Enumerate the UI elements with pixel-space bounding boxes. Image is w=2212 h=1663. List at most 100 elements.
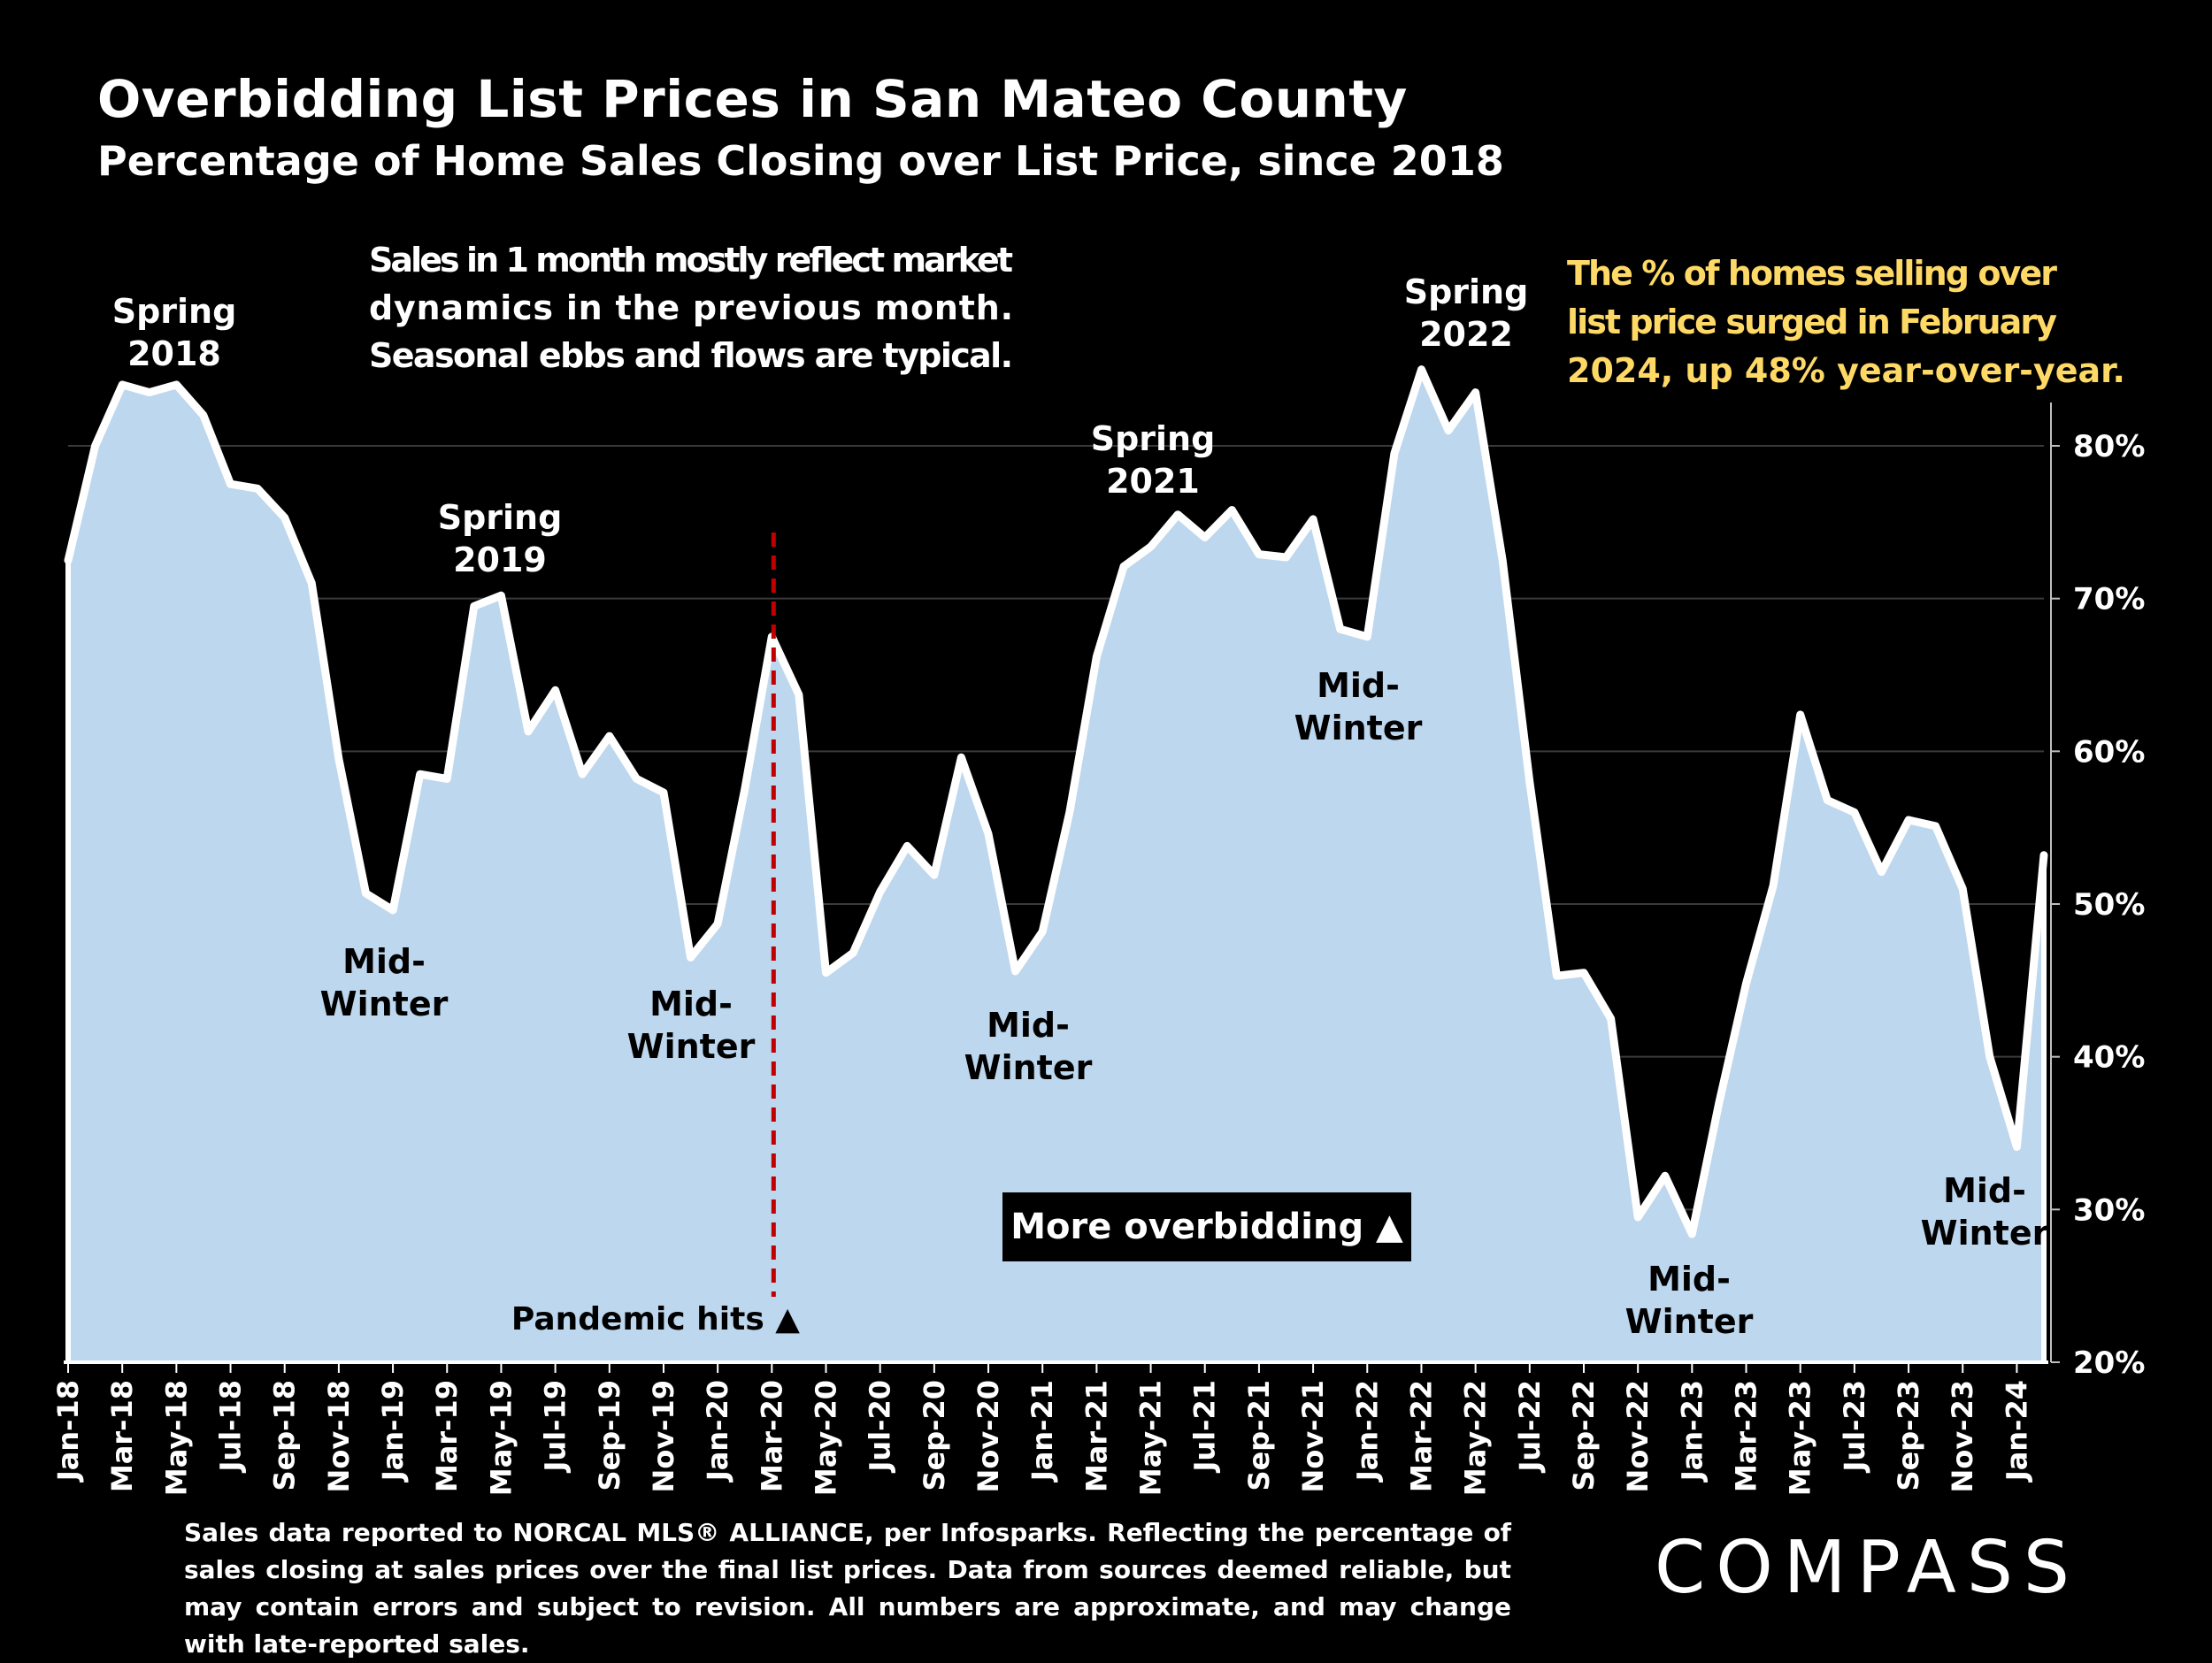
annotation-line: Mid-	[1317, 666, 1400, 705]
annotation-line: Winter	[320, 985, 449, 1023]
x-tick-label: Jul-20	[864, 1380, 897, 1473]
x-tick-label: Jan-19	[376, 1380, 410, 1483]
x-tick-label: Jan-22	[1350, 1380, 1384, 1483]
more-overbidding-label: More overbidding ▲	[1010, 1207, 1403, 1247]
x-tick-label: Sep-23	[1892, 1380, 1925, 1491]
annotation-line: 2018	[127, 334, 221, 373]
annotation-line: Mid-	[987, 1006, 1070, 1045]
x-tick-label: Jan-23	[1675, 1380, 1709, 1483]
y-tick-label: 70%	[2073, 582, 2145, 617]
pandemic-label: Pandemic hits ▲	[511, 1301, 800, 1337]
x-tick-label: Jan-20	[701, 1380, 734, 1483]
y-tick-label: 20%	[2073, 1345, 2145, 1381]
label-mid-winter-2021: Mid-Winter	[964, 1006, 1093, 1087]
x-tick-label: Mar-19	[430, 1380, 464, 1492]
y-tick-label: 40%	[2073, 1040, 2145, 1076]
chart-subtitle: Percentage of Home Sales Closing over Li…	[97, 137, 1504, 185]
note-line: Seasonal ebbs and flows are typical.	[369, 336, 1013, 375]
x-tick-label: Nov-20	[972, 1380, 1005, 1492]
x-tick-label: Mar-20	[755, 1380, 788, 1492]
annotation-line: Updated through	[1675, 470, 1965, 505]
label-mid-winter-2019: Mid- Winter	[320, 942, 449, 1023]
x-tick-label: Sep-22	[1567, 1380, 1601, 1491]
axis-ticks: 20% 30% 40% 50% 60% 70% 80% Jan-18 Mar-18 May-18 J…	[51, 402, 2145, 1496]
annotation-line: Spring	[112, 292, 237, 331]
series-line	[64, 365, 2048, 1238]
highlight-line: The % of homes selling over	[1567, 254, 2057, 293]
x-tick-label: May-23	[1784, 1380, 1817, 1496]
label-mid-winter-2023: Mid-Winter	[1625, 1260, 1754, 1341]
highlight-line: 2024, up 48% year-over-year.	[1567, 351, 2125, 390]
annotation-line: February 2024	[1697, 510, 1944, 546]
x-tick-label: Nov-22	[1621, 1380, 1655, 1492]
compass-logo: COMPASS	[1655, 1526, 2080, 1610]
label-mid-winter-2022: Mid- Winter	[1294, 666, 1423, 747]
x-tick-label: Sep-19	[593, 1380, 626, 1491]
x-tick-label: May-18	[159, 1380, 193, 1496]
label-may-2023: May 2023	[1749, 610, 1843, 692]
annotations: Spring2018Spring2019Spring2021Spring2022…	[112, 241, 2125, 1341]
x-tick-label: Mar-18	[105, 1380, 139, 1492]
annotation-line: Winter	[627, 1027, 756, 1066]
x-tick-label: Nov-23	[1946, 1380, 1979, 1492]
label-spring-2022: Spring 2022	[1404, 272, 1529, 354]
x-tick-label: Jul-18	[214, 1380, 248, 1473]
annotation-line: Spring	[438, 498, 563, 537]
x-tick-label: Sep-21	[1242, 1380, 1276, 1491]
annotation-line: Mid-	[1943, 1171, 2026, 1210]
x-tick-label: Sep-18	[268, 1380, 302, 1491]
label-mid-winter-2024: Mid- Winter	[1921, 1171, 2049, 1253]
annotation-line: Fall	[937, 661, 1003, 700]
x-tick-label: Jul-19	[539, 1380, 572, 1473]
x-tick-label: May-19	[484, 1380, 518, 1496]
note-line: dynamics in the previous month.	[369, 288, 1013, 327]
x-tick-label: Jul-21	[1188, 1380, 1222, 1473]
x-tick-label: Jul-22	[1513, 1380, 1547, 1473]
x-tick-label: Mar-23	[1730, 1380, 1763, 1492]
annotation-line: 2020	[924, 703, 1018, 742]
x-tick-label: May-20	[809, 1380, 842, 1496]
x-tick-label: Mar-21	[1079, 1380, 1113, 1492]
annotation-line: Spring	[1091, 419, 1216, 458]
annotation-line: 2019	[453, 540, 547, 579]
area-fill	[68, 369, 2044, 1363]
x-tick-label: Sep-20	[918, 1380, 951, 1491]
x-tick-label: Jan-21	[1025, 1380, 1059, 1483]
area-chart: 20% 30% 40% 50% 60% 70% 80% Jan-18 Mar-18 May-18 J…	[51, 241, 2145, 1496]
annotation-line: Mid-	[649, 985, 733, 1023]
annotation-line: May	[1757, 610, 1834, 649]
chart-title: Overbidding List Prices in San Mateo Cou…	[97, 69, 1408, 129]
note-line: Sales in 1 month mostly reflect market	[369, 241, 1013, 280]
annotation-line: Winter	[964, 1048, 1093, 1087]
annotation-line: 2022	[1419, 315, 1513, 354]
y-tick-label: 60%	[2073, 734, 2145, 770]
annotation-line: Winter	[1625, 1302, 1754, 1341]
x-tick-label: May-22	[1459, 1380, 1493, 1496]
y-tick-label: 80%	[2073, 429, 2145, 464]
x-tick-label: Mar-22	[1404, 1380, 1438, 1492]
annotation-line: Winter	[1921, 1214, 2049, 1253]
label-updated-through: Updated through February 2024	[1675, 470, 1965, 546]
x-tick-label: Nov-18	[322, 1380, 356, 1492]
more-overbidding-box	[1002, 1192, 1411, 1261]
highlight-line: list price surged in February	[1567, 303, 2057, 341]
x-tick-label: Jul-23	[1838, 1380, 1871, 1473]
label-spring-2021: Spring 2021	[1091, 419, 1216, 501]
x-tick-label: Jan-24	[2000, 1380, 2033, 1483]
y-tick-label: 30%	[2073, 1192, 2145, 1228]
annotation-line: Mid-	[1647, 1260, 1731, 1299]
annotation-line: Mid-	[342, 942, 426, 981]
annotation-line: 2021	[1106, 462, 1200, 501]
x-tick-label: May-21	[1134, 1380, 1168, 1496]
x-tick-label: Nov-21	[1296, 1380, 1330, 1492]
annotation-line: Winter	[1294, 709, 1423, 747]
footnote: Sales data reported to NORCAL MLS® ALLIA…	[184, 1518, 1511, 1659]
y-tick-label: 50%	[2073, 887, 2145, 923]
annotation-line: 2023	[1749, 653, 1843, 692]
label-mid-winter-2020: Mid- Winter	[627, 985, 756, 1066]
x-tick-label: Nov-19	[647, 1380, 680, 1492]
x-tick-label: Jan-18	[51, 1380, 85, 1483]
